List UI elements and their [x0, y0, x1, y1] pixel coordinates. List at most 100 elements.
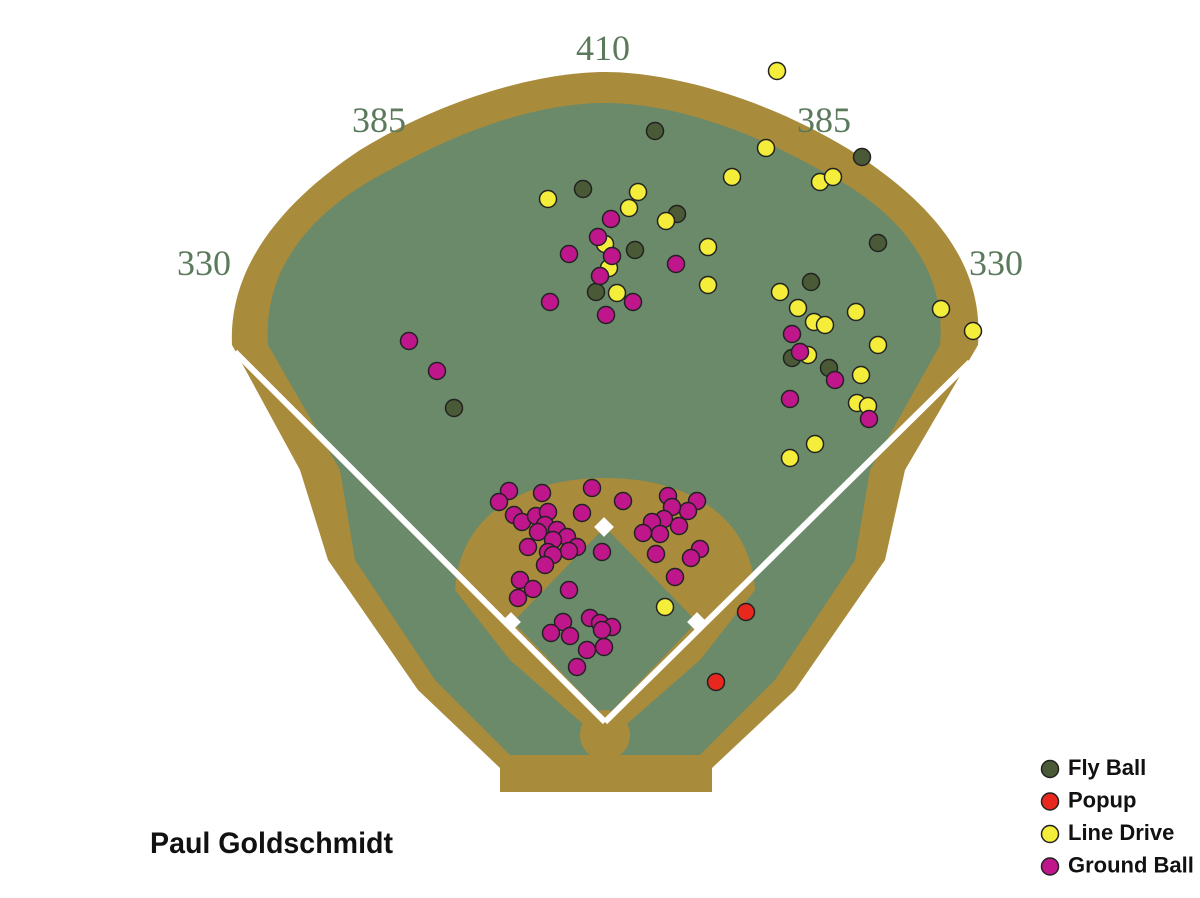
data-point: [399, 331, 419, 351]
data-point: [596, 305, 616, 325]
data-point: [559, 244, 579, 264]
legend: Fly Ball Popup Line Drive Ground Ball: [1040, 755, 1194, 877]
data-point: [444, 398, 464, 418]
distance-label: 385: [797, 100, 851, 140]
data-point: [756, 138, 776, 158]
data-point: [577, 640, 597, 660]
data-point: [645, 121, 665, 141]
data-point: [678, 501, 698, 521]
data-point: [567, 657, 587, 677]
legend-swatch: [1040, 824, 1060, 844]
data-point: [532, 483, 552, 503]
data-point: [801, 272, 821, 292]
legend-swatch: [1040, 857, 1060, 876]
legend-swatch: [1040, 759, 1060, 779]
data-point: [586, 282, 606, 302]
data-point: [592, 620, 612, 640]
data-point: [931, 299, 951, 319]
data-point: [868, 233, 888, 253]
distance-label: 410: [576, 28, 630, 68]
data-point: [572, 503, 592, 523]
data-point: [489, 492, 509, 512]
data-point: [780, 389, 800, 409]
data-point: [790, 342, 810, 362]
data-point: [508, 588, 528, 608]
data-point: [559, 580, 579, 600]
data-point: [815, 315, 835, 335]
data-point: [736, 602, 756, 622]
distance-label: 330: [969, 243, 1023, 283]
data-point: [646, 544, 666, 564]
data-point: [655, 597, 675, 617]
data-point: [590, 266, 610, 286]
data-point: [868, 335, 888, 355]
base: [501, 612, 521, 632]
data-point: [633, 523, 653, 543]
data-point: [601, 209, 621, 229]
data-point: [573, 179, 593, 199]
data-point: [770, 282, 790, 302]
legend-swatch: [1040, 792, 1060, 811]
distance-label: 330: [177, 243, 231, 283]
data-point: [594, 637, 614, 657]
data-point: [788, 298, 808, 318]
field: [231, 72, 979, 792]
data-point: [706, 672, 726, 692]
foul-line: [602, 359, 973, 725]
data-point: [823, 167, 843, 187]
data-point: [619, 198, 639, 218]
chart-title: Paul Goldschmidt: [150, 827, 393, 860]
data-point: [535, 555, 555, 575]
data-point: [607, 283, 627, 303]
data-point: [510, 570, 530, 590]
data-point: [427, 361, 447, 381]
data-point: [782, 324, 802, 344]
data-point: [518, 537, 538, 557]
data-point: [698, 275, 718, 295]
data-point: [669, 516, 689, 536]
points: [399, 61, 983, 692]
data-point: [846, 302, 866, 322]
data-point: [825, 370, 845, 390]
data-point: [540, 292, 560, 312]
data-point: [681, 548, 701, 568]
data-point: [656, 211, 676, 231]
data-point: [859, 409, 879, 429]
data-point: [538, 189, 558, 209]
data-point: [851, 365, 871, 385]
data-point: [613, 491, 633, 511]
data-point: [767, 61, 787, 81]
data-point: [602, 246, 622, 266]
data-point: [650, 524, 670, 544]
data-point: [628, 182, 648, 202]
data-point: [852, 147, 872, 167]
data-point: [559, 541, 579, 561]
legend-label: Ground Ball: [1068, 852, 1194, 877]
data-point: [665, 567, 685, 587]
data-point: [528, 522, 548, 542]
data-point: [805, 434, 825, 454]
base: [594, 517, 614, 537]
home-circle: [580, 710, 630, 760]
data-point: [582, 478, 602, 498]
data-point: [588, 227, 608, 247]
distance-label: 385: [352, 100, 406, 140]
legend-label: Fly Ball: [1068, 755, 1146, 780]
data-point: [523, 579, 543, 599]
data-point: [560, 626, 580, 646]
data-point: [623, 292, 643, 312]
legend-label: Popup: [1068, 787, 1136, 812]
legend-label: Line Drive: [1068, 820, 1174, 845]
outfield-grass: [267, 103, 941, 755]
data-point: [592, 542, 612, 562]
data-point: [698, 237, 718, 257]
data-point: [963, 321, 983, 341]
foul-line: [232, 349, 608, 725]
data-point: [625, 240, 645, 260]
data-point: [780, 448, 800, 468]
data-point: [666, 254, 686, 274]
data-point: [722, 167, 742, 187]
base: [687, 612, 707, 632]
data-point: [541, 623, 561, 643]
